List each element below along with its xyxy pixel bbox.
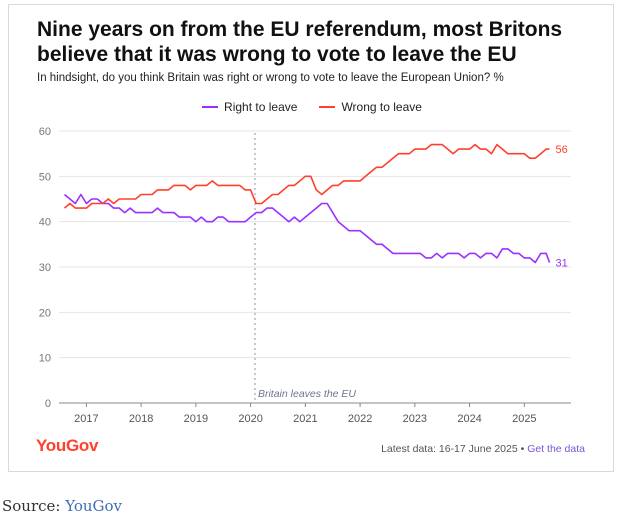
series-line-1 (63, 143, 550, 209)
chart-card: Nine years on from the EU referendum, mo… (8, 4, 614, 472)
y-tick-label-30: 30 (39, 262, 51, 274)
x-tick-label-2020: 2020 (238, 413, 262, 425)
series-line-0 (63, 193, 551, 264)
y-tick-label-0: 0 (45, 398, 51, 410)
x-tick-label-2019: 2019 (184, 413, 208, 425)
series-end-label-0: 31 (556, 257, 568, 269)
legend-label-right: Right to leave (224, 100, 298, 114)
legend-item-right[interactable]: Right to leave (202, 100, 297, 114)
x-tick-label-2018: 2018 (129, 413, 153, 425)
source-line: Source: YouGov (2, 497, 122, 515)
x-tick-label-2025: 2025 (512, 413, 536, 425)
legend-swatch-right (202, 106, 219, 108)
x-tick-label-2021: 2021 (293, 413, 317, 425)
y-tick-label-50: 50 (39, 171, 51, 183)
chart-legend: Right to leave Wrong to leave (9, 100, 615, 114)
line-chart: 0 10 20 30 40 50 60 2017 2018 2019 2020 2021 2022 202… (39, 126, 571, 425)
x-tick-label-2023: 2023 (403, 413, 427, 425)
x-tick-label-2017: 2017 (74, 413, 98, 425)
y-tick-label-20: 20 (39, 307, 51, 319)
y-tick-label-60: 60 (39, 126, 51, 138)
get-the-data-link[interactable]: Get the data (527, 443, 585, 455)
series-end-label-1: 56 (556, 144, 568, 156)
legend-item-wrong[interactable]: Wrong to leave (319, 100, 422, 114)
yougov-logo: YouGov (36, 436, 99, 455)
annotation-label: Britain leaves the EU (258, 388, 356, 400)
footer-meta: Latest data: 16-17 June 2025 • Get the d… (381, 443, 585, 455)
legend-swatch-wrong (319, 106, 336, 108)
x-tick-label-2022: 2022 (348, 413, 372, 425)
chart-subtitle: In hindsight, do you think Britain was r… (37, 72, 504, 84)
chart-title: Nine years on from the EU referendum, mo… (37, 18, 563, 66)
source-label: Source: (2, 497, 66, 515)
source-link[interactable]: YouGov (65, 497, 123, 515)
y-tick-label-40: 40 (39, 217, 51, 229)
latest-data-text: Latest data: 16-17 June 2025 • (381, 443, 528, 455)
y-tick-label-10: 10 (39, 353, 51, 365)
legend-label-wrong: Wrong to leave (341, 100, 422, 114)
x-tick-label-2024: 2024 (457, 413, 481, 425)
